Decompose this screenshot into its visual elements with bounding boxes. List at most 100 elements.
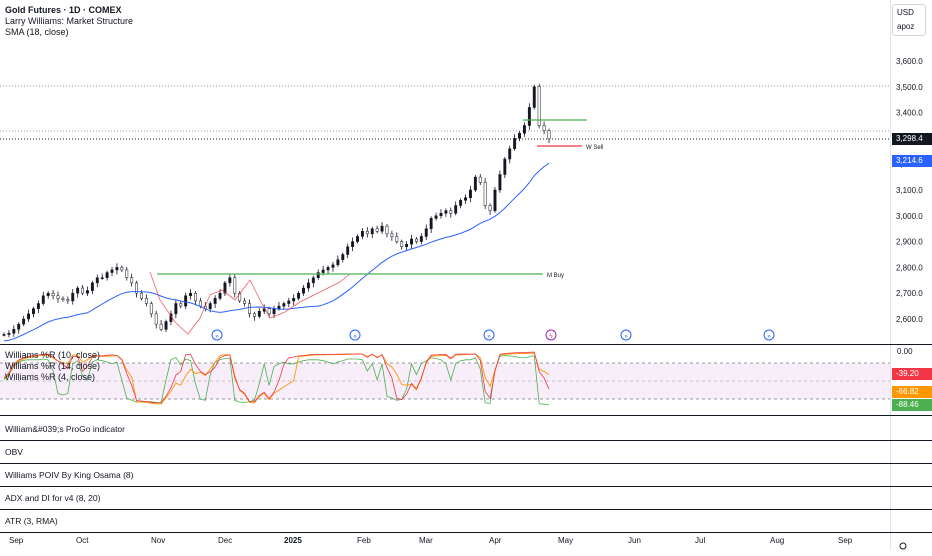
candle-body [86, 290, 89, 294]
poiv-pane-label[interactable]: Williams POIV By King Osama (8) [5, 470, 134, 480]
svg-text:ϟ: ϟ [549, 334, 553, 340]
williams-r-10-line [3, 351, 550, 404]
candle-body [17, 323, 21, 330]
williams-r-14-label[interactable]: Williams %R (14, close) [5, 361, 101, 371]
candle-body [468, 189, 472, 198]
candle-body [125, 269, 129, 278]
williams-r-4-tag: -88.46 [892, 399, 932, 411]
williams-r-10-label[interactable]: Williams %R (10, close) [5, 350, 101, 360]
williams-zero-label: 0.00 [897, 347, 913, 356]
event-icon[interactable] [211, 329, 223, 341]
candle-body [360, 231, 364, 237]
candle-body [282, 303, 286, 307]
time-label: Oct [76, 536, 89, 545]
candle-body [194, 292, 197, 302]
pane-separator[interactable] [0, 463, 932, 464]
pane-separator[interactable] [0, 486, 932, 487]
chart-legend: Gold Futures · 1D · COMEX Larry Williams… [5, 5, 133, 38]
candle-body [257, 311, 261, 317]
candle-body [267, 308, 271, 315]
candle-body [321, 269, 325, 273]
scale-settings[interactable]: USD apoz [892, 4, 926, 36]
candle-body [292, 298, 296, 302]
candle-body [311, 277, 315, 284]
time-label: Jun [628, 536, 641, 545]
event-icon[interactable] [349, 329, 361, 341]
candle-body [370, 228, 374, 235]
candle-body [390, 233, 394, 237]
candle-body [527, 107, 531, 126]
candle-body [198, 300, 202, 307]
candle-body [46, 292, 50, 297]
williams-r-pane[interactable] [0, 345, 890, 415]
candle-body [100, 277, 104, 279]
candle-body [385, 225, 389, 235]
candle-body [213, 298, 217, 304]
price-axis-label: 3,400.0 [896, 109, 923, 118]
candle-body [395, 236, 399, 242]
candle-body [356, 236, 359, 242]
candle-body [380, 225, 384, 232]
time-axis[interactable]: Sep Oct Nov Dec 2025 Feb Mar Apr May Jun… [0, 532, 890, 550]
candle-body [287, 300, 291, 304]
candle-body [95, 277, 99, 284]
price-axis-label: 2,900.0 [896, 238, 923, 247]
event-icon[interactable] [763, 329, 775, 341]
candles [2, 83, 551, 338]
price-axis[interactable]: 3,600.03,500.03,400.03,300.03,200.03,100… [896, 57, 923, 324]
candle-body [110, 269, 114, 273]
price-axis-label: 2,700.0 [896, 289, 923, 298]
candle-body [130, 277, 134, 284]
candle-body [272, 308, 276, 315]
price-axis-label: 2,600.0 [896, 315, 923, 324]
time-label: Feb [357, 536, 371, 545]
candle-body [252, 313, 256, 317]
price-axis-label: 3,100.0 [896, 186, 923, 195]
indicator-market-structure[interactable]: Larry Williams: Market Structure [5, 16, 134, 26]
candle-body [306, 282, 310, 289]
candle-body [61, 298, 65, 300]
candle-body [302, 287, 305, 294]
williams-r-4-label[interactable]: Williams %R (4, close) [5, 372, 96, 382]
main-price-chart[interactable]: 3,600.03,500.03,400.03,300.03,200.03,100… [0, 0, 932, 344]
w-sell-label: W Sell [586, 145, 603, 151]
settings-gear-icon[interactable] [898, 538, 918, 550]
time-label: Sep [9, 536, 24, 545]
indicator-sma[interactable]: SMA (18, close) [5, 27, 69, 37]
candle-body [135, 282, 139, 294]
pane-separator[interactable] [0, 415, 932, 416]
obv-pane-label[interactable]: OBV [5, 447, 23, 457]
symbol-title[interactable]: Gold Futures · 1D · COMEX [5, 5, 122, 15]
candle-body [459, 200, 463, 206]
price-axis-label: 3,600.0 [896, 57, 923, 66]
candle-body [326, 267, 330, 271]
atr-pane-label[interactable]: ATR (3, RMA) [5, 516, 58, 526]
price-axis-label: 3,500.0 [896, 83, 923, 92]
candle-body [243, 300, 247, 304]
candle-body [208, 303, 212, 309]
event-icon[interactable] [483, 329, 495, 341]
svg-text:»: » [215, 334, 219, 340]
candle-body [547, 130, 551, 140]
candle-body [179, 303, 183, 307]
sma-price-tag: 3,214.6 [892, 155, 932, 167]
candle-body [542, 125, 546, 131]
candle-body [400, 241, 404, 248]
candle-body [164, 321, 168, 330]
pane-separator[interactable] [0, 509, 932, 510]
candle-body [513, 138, 517, 149]
pane-separator[interactable] [0, 344, 932, 345]
adx-pane-label[interactable]: ADX and DI for v4 (8, 20) [5, 493, 101, 503]
candle-body [297, 292, 301, 299]
time-label: 2025 [284, 536, 302, 545]
event-icon[interactable] [620, 329, 632, 341]
dividend-icon[interactable] [545, 329, 557, 341]
time-label: Aug [770, 536, 785, 545]
candle-body [2, 334, 6, 336]
event-icons[interactable]: » » » ϟ » » [211, 329, 775, 341]
candle-body [22, 318, 26, 325]
pane-separator[interactable] [0, 440, 932, 441]
time-label: Jul [695, 536, 706, 545]
candle-body [115, 267, 119, 271]
progo-pane-label[interactable]: William&#039;s ProGo indicator [5, 424, 125, 434]
